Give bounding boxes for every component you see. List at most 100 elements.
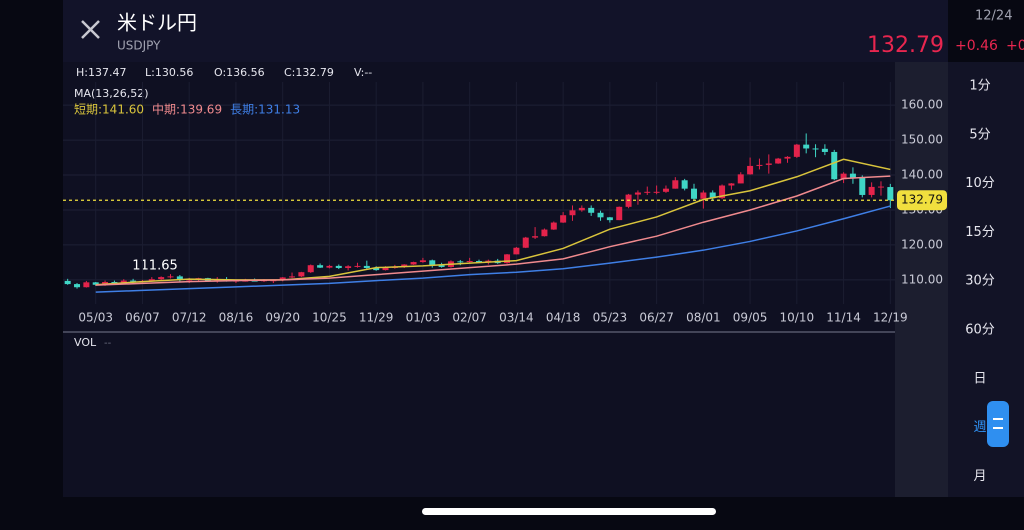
interval-button[interactable]: 15分 (965, 225, 995, 240)
candle-body (120, 280, 127, 284)
interval-button[interactable]: 30分 (965, 274, 995, 289)
interval-sidebar (948, 62, 1024, 497)
interval-button[interactable]: 1分 (969, 79, 990, 94)
candle-body (504, 254, 511, 264)
candle-body (840, 173, 847, 180)
candle-body (616, 206, 623, 221)
candle-body (578, 207, 585, 211)
vol-label: VOL (74, 336, 97, 349)
candle-body (541, 229, 548, 237)
candle-body (634, 192, 641, 195)
candle-body (550, 222, 557, 230)
candle-body (569, 210, 576, 216)
candle-body (317, 265, 324, 268)
legend-entry: 短期:141.60 (74, 103, 144, 117)
candle-body (326, 265, 333, 268)
candle-body (775, 158, 782, 164)
candle-body (335, 265, 342, 268)
candle-body (307, 265, 314, 273)
candle-body (419, 260, 426, 263)
candle-body (700, 192, 707, 199)
y-axis-column (895, 62, 948, 497)
legend-entry: 長期:131.13 (230, 103, 300, 117)
candle-body (410, 262, 417, 265)
candle-body (289, 276, 296, 278)
ma-line (95, 158, 891, 286)
x-tick-label: 03/14 (499, 311, 534, 325)
candle-body (102, 281, 109, 285)
candle-body (457, 261, 464, 263)
candle-body (709, 192, 716, 199)
candle-body (438, 265, 445, 267)
candle-body (64, 280, 71, 285)
x-tick-label: 05/23 (593, 311, 628, 325)
candle-body (859, 177, 866, 195)
x-tick-label: 09/20 (265, 311, 300, 325)
candle-body (784, 156, 791, 159)
candle-body (728, 183, 735, 186)
candle-body (158, 277, 165, 280)
home-indicator (422, 508, 716, 515)
x-tick-label: 09/05 (733, 311, 768, 325)
candle-body (382, 268, 389, 271)
x-tick-label: 11/29 (359, 311, 394, 325)
candle-body (354, 265, 361, 267)
x-tick-label: 01/03 (406, 311, 441, 325)
candle-body (793, 144, 800, 157)
candle-body (476, 261, 482, 263)
candle-body (251, 280, 258, 282)
candle-body (513, 247, 520, 255)
header-bar (63, 0, 948, 62)
title: 米ドル円 (117, 11, 197, 35)
candle-body (92, 282, 99, 285)
y-tick-label: 150.00 (901, 133, 943, 147)
candle-body (747, 165, 754, 175)
change-cut: +0 (1006, 38, 1024, 54)
candle-body (597, 212, 604, 218)
candle-body (691, 188, 698, 199)
candle-body (877, 186, 884, 188)
interval-button[interactable]: 5分 (969, 127, 990, 142)
x-tick-label: 10/25 (312, 311, 347, 325)
x-tick-label: 06/07 (125, 311, 160, 325)
legend-entry: 中期:139.69 (152, 102, 222, 117)
interval-button[interactable]: 60分 (965, 323, 995, 338)
interval-button[interactable]: 週 (973, 420, 986, 435)
candle-body (429, 260, 436, 266)
interval-button[interactable]: 10分 (965, 176, 995, 191)
interval-button[interactable]: 日 (973, 371, 986, 386)
y-tick-label: 160.00 (901, 98, 943, 112)
ohlc-o: O:136.56 (214, 66, 265, 79)
candle-body (756, 164, 763, 166)
x-tick-label: 11/14 (826, 311, 861, 325)
candle-body (831, 151, 838, 180)
y-tick-label: 120.00 (901, 237, 943, 251)
candle-body (672, 180, 679, 189)
ma-title: MA(13,26,52) (74, 87, 149, 100)
candle-body (176, 276, 183, 280)
change: +0.46 (955, 38, 998, 54)
candle-body (401, 264, 408, 267)
vol-value: -- (104, 338, 112, 349)
candle-body (662, 188, 669, 192)
close-button[interactable] (81, 20, 100, 39)
candle-body (803, 144, 810, 149)
price-tag-label: 132.79 (901, 193, 943, 207)
candle-body (111, 281, 118, 284)
x-tick-label: 07/12 (172, 311, 207, 325)
candle-body (719, 185, 726, 199)
ohlc-h: H:137.47 (76, 66, 126, 79)
y-tick-label: 140.00 (901, 168, 943, 182)
candle-body (298, 272, 305, 277)
scroll-handle[interactable] (987, 401, 1009, 447)
x-tick-label: 06/27 (639, 311, 674, 325)
x-tick-label: 08/01 (686, 311, 721, 325)
x-tick-label: 04/18 (546, 311, 581, 325)
interval-button[interactable]: 月 (973, 469, 986, 484)
candle-body (588, 207, 595, 213)
candle-body (148, 279, 155, 281)
candle-body (868, 186, 875, 195)
ohlc-v: V:-- (354, 66, 372, 79)
candle-body (522, 237, 529, 248)
candle-body (887, 187, 894, 201)
